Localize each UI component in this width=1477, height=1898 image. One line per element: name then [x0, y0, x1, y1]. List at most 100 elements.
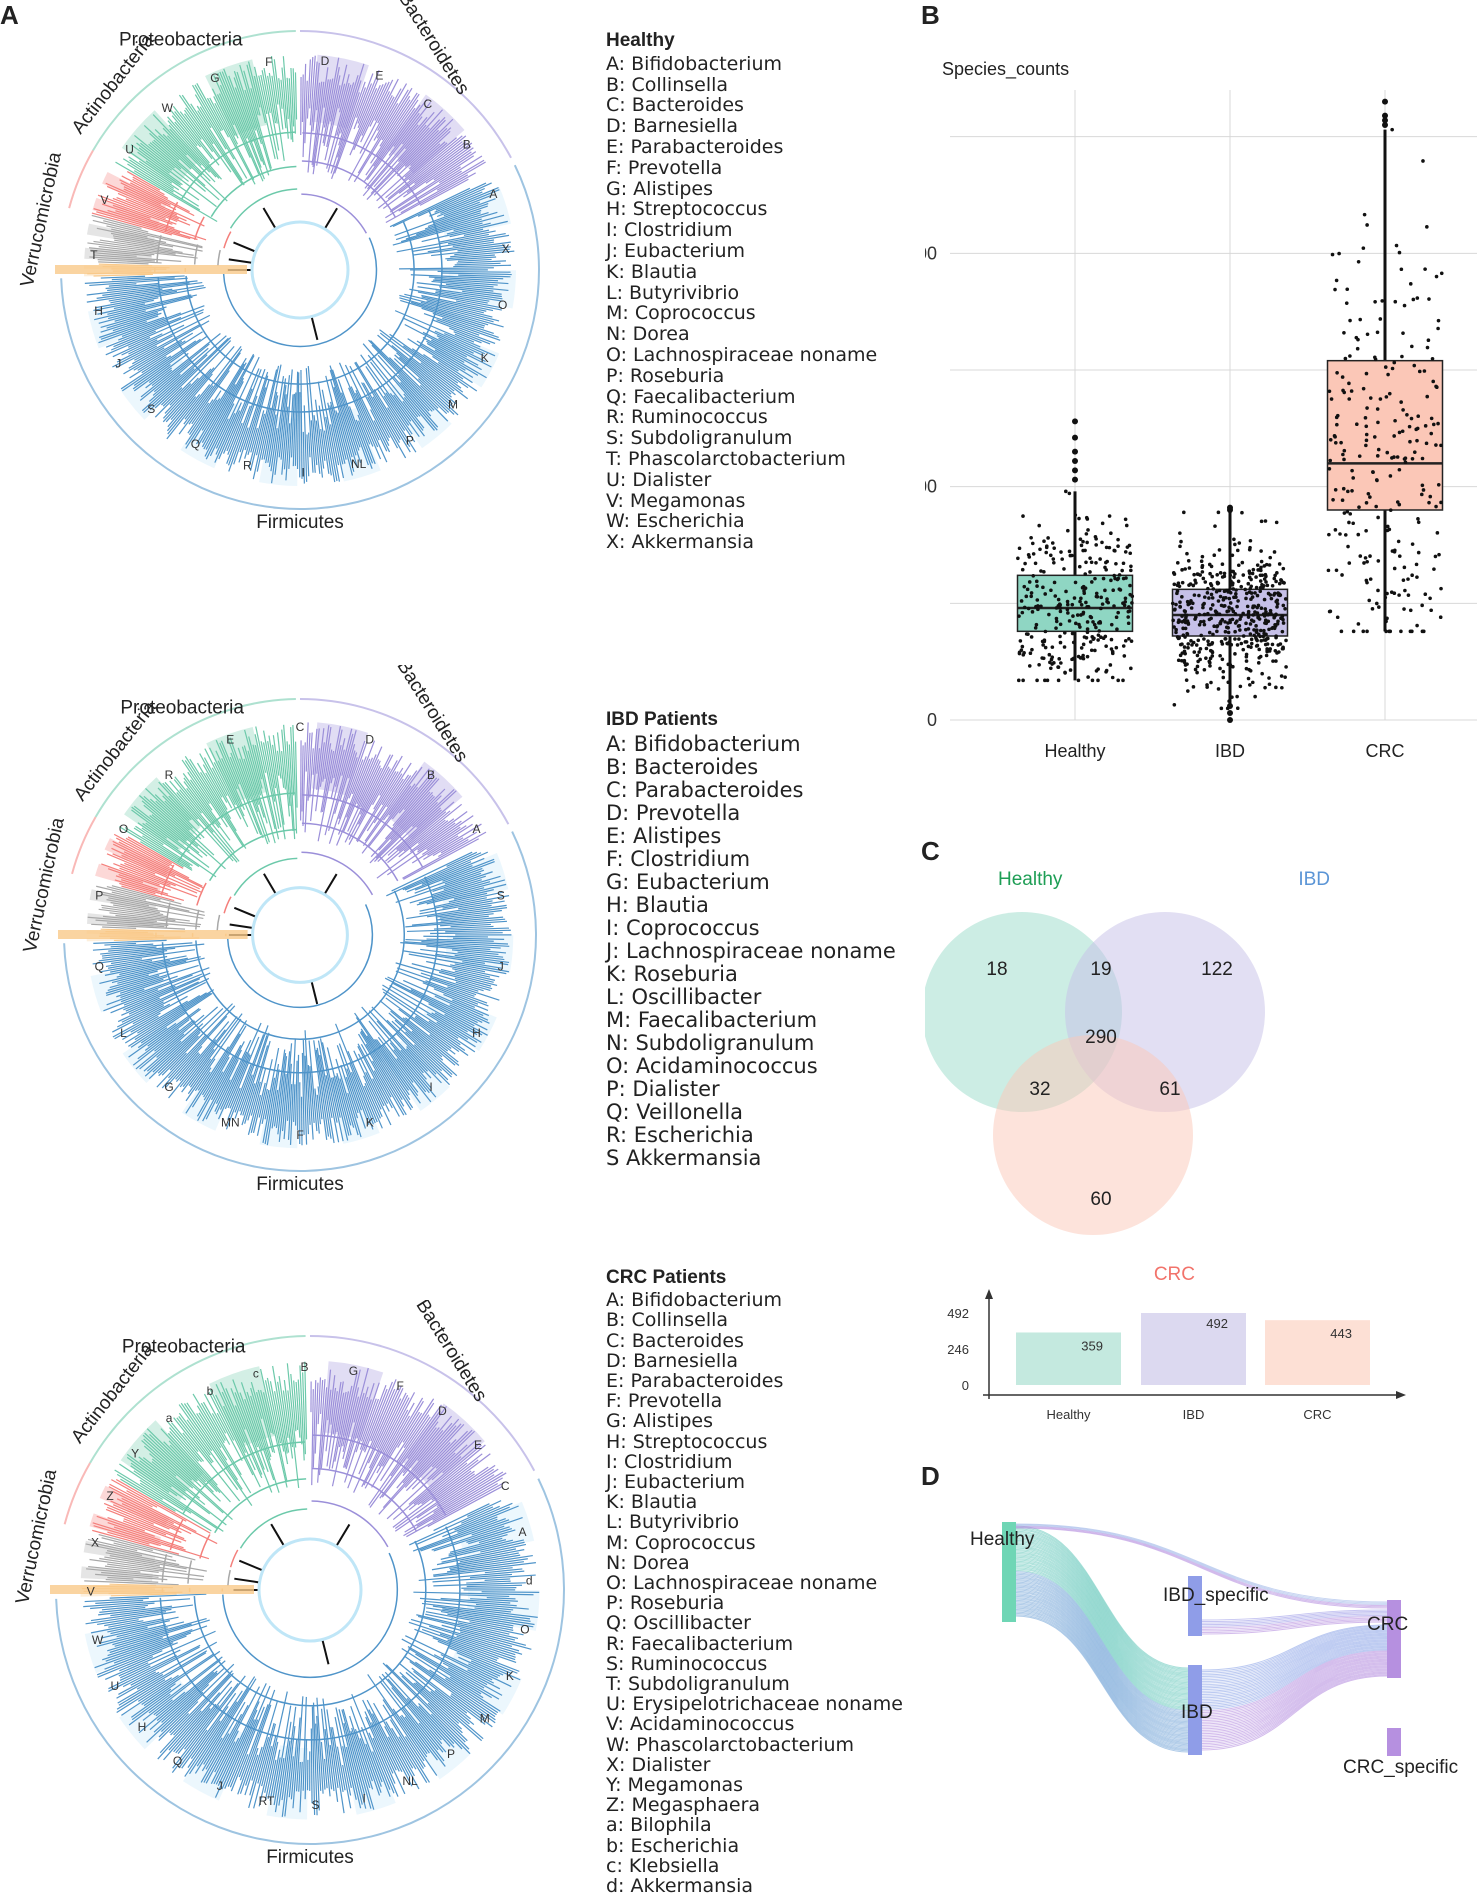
- tree-branch: [349, 84, 381, 156]
- tree-branch: [209, 97, 256, 185]
- tree-branch: [116, 196, 178, 223]
- tree-branch: [330, 81, 366, 180]
- tree-branch: [405, 918, 506, 928]
- tree-branch: [133, 1470, 224, 1532]
- chart-title: Species_counts: [942, 59, 1069, 80]
- data-point: [1364, 371, 1369, 376]
- tree-branch: [276, 750, 282, 779]
- tree-branch: [433, 1582, 526, 1587]
- data-point: [1335, 413, 1340, 418]
- sankey-flow: [1015, 1534, 1189, 1678]
- tree-branch: [381, 773, 403, 806]
- tree-branch: [404, 1736, 426, 1768]
- tree-branch: [454, 954, 510, 964]
- tree-branch: [204, 381, 244, 457]
- bacter-ring: [310, 1335, 536, 1472]
- tree-branch: [342, 1387, 360, 1453]
- tree-branch: [388, 357, 448, 415]
- tree-branch: [142, 1659, 221, 1721]
- tree-branch: [380, 1398, 435, 1482]
- data-point: [1371, 470, 1375, 474]
- bar-y-tick: 492: [947, 1306, 969, 1321]
- panel-label-c: C: [921, 836, 940, 866]
- tree-branch: [343, 1722, 367, 1809]
- data-point: [1333, 487, 1338, 492]
- y-tick-label: 200: [925, 243, 937, 263]
- tree-internal-arc: [217, 249, 221, 266]
- sankey-flow: [1201, 1675, 1388, 1751]
- tree-branch: [142, 1434, 193, 1481]
- tree-branch: [431, 319, 496, 344]
- tree-branch: [438, 155, 483, 184]
- tree-internal-arc: [196, 882, 207, 906]
- tree-branch: [226, 422, 243, 464]
- tree-branch: [163, 1441, 214, 1493]
- tree-internal-arc: [185, 221, 415, 385]
- tree-branch: [175, 1053, 201, 1083]
- tree-branch: [403, 393, 435, 431]
- tree-branch: [114, 1623, 192, 1647]
- tree-branch: [151, 1461, 206, 1506]
- tree-branch: [440, 920, 507, 927]
- sankey-flow: [1201, 1635, 1388, 1689]
- tree-branch: [234, 1025, 269, 1119]
- data-point: [1081, 653, 1085, 658]
- data-point: [1356, 532, 1361, 537]
- x-tick-label: CRC: [1366, 741, 1405, 761]
- tree-branch: [453, 331, 482, 344]
- data-point: [1056, 665, 1060, 669]
- tree-branch: [337, 741, 368, 825]
- tree-branch: [319, 1054, 335, 1144]
- data-point: [1351, 521, 1355, 526]
- data-point: [1368, 577, 1373, 581]
- data-point: [1262, 638, 1266, 642]
- venn-label-crc: CRC: [1154, 1264, 1195, 1285]
- tree-branch: [391, 777, 438, 830]
- tree-branch: [121, 1001, 164, 1023]
- data-point: [1425, 225, 1429, 229]
- tree-branch: [214, 402, 242, 463]
- data-point: [1374, 601, 1379, 606]
- tree-branch: [454, 970, 496, 981]
- data-point: [1018, 639, 1023, 643]
- tree-branch: [119, 1665, 151, 1682]
- tree-branch: [91, 923, 186, 930]
- tree-branch: [251, 1746, 263, 1781]
- tree-branch: [226, 736, 251, 800]
- data-point: [1327, 389, 1332, 394]
- data-point: [1223, 595, 1228, 600]
- sankey-flow: [1015, 1585, 1189, 1725]
- tree-branch: [328, 1381, 344, 1469]
- data-point: [1259, 638, 1264, 643]
- clade-highlight: [119, 1677, 197, 1750]
- data-point: [1215, 573, 1220, 577]
- legend-item: J: Eubacterium: [606, 239, 746, 262]
- data-point: [1201, 619, 1206, 624]
- tree-root-branch: [310, 980, 319, 1005]
- tree-branch: [404, 118, 454, 167]
- tree-branch: [181, 94, 243, 185]
- tree-branch: [445, 254, 495, 260]
- data-point: [1183, 668, 1188, 672]
- tree-branch: [155, 800, 215, 856]
- tree-branch: [435, 891, 505, 908]
- tree-branch: [290, 67, 295, 127]
- sankey-flow: [1015, 1551, 1189, 1693]
- tree-branch: [158, 1035, 199, 1077]
- tree-branch: [110, 1500, 182, 1534]
- data-point: [1027, 580, 1032, 584]
- data-point: [1123, 517, 1128, 522]
- tree-branch: [168, 1440, 218, 1493]
- tree-branch: [210, 1730, 239, 1785]
- tree-root-branch: [229, 923, 254, 929]
- tree-internal-arc: [165, 902, 171, 929]
- tree-branch: [433, 1474, 495, 1514]
- tree-branch: [239, 1392, 269, 1473]
- tree-branch: [378, 1402, 415, 1467]
- tree-branch: [419, 900, 493, 915]
- data-point: [1254, 575, 1258, 579]
- tree-branch: [165, 1046, 203, 1088]
- clade-letter: a: [166, 1411, 173, 1425]
- tree-branch: [153, 1668, 225, 1733]
- tree-branch: [435, 953, 509, 966]
